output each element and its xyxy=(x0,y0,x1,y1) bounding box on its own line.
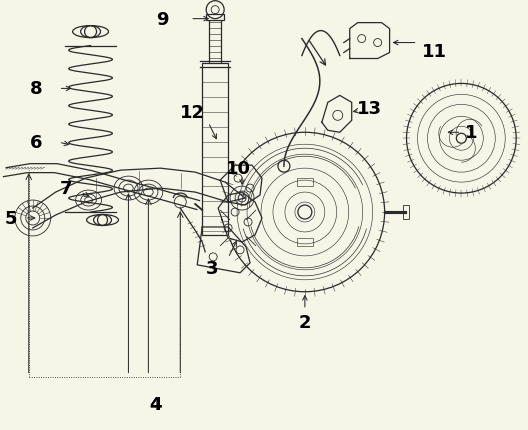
Text: 9: 9 xyxy=(156,11,168,28)
Text: 6: 6 xyxy=(30,134,42,152)
Bar xyxy=(202,64,228,235)
Text: 10: 10 xyxy=(225,160,251,178)
Text: 2: 2 xyxy=(299,313,311,331)
Polygon shape xyxy=(350,24,390,59)
Polygon shape xyxy=(33,169,245,228)
Text: 12: 12 xyxy=(180,104,205,122)
Text: 1: 1 xyxy=(465,124,478,142)
Bar xyxy=(402,206,409,219)
Polygon shape xyxy=(218,193,262,243)
Text: 4: 4 xyxy=(149,396,162,413)
Text: 11: 11 xyxy=(422,43,447,60)
Bar xyxy=(297,179,313,187)
Bar xyxy=(206,15,224,21)
Text: 4: 4 xyxy=(149,396,162,413)
Polygon shape xyxy=(197,227,250,273)
Text: 3: 3 xyxy=(206,259,219,277)
Text: 7: 7 xyxy=(59,180,72,198)
Text: 13: 13 xyxy=(357,100,382,118)
Circle shape xyxy=(225,133,384,292)
Circle shape xyxy=(407,84,516,194)
Polygon shape xyxy=(220,166,262,206)
Text: 8: 8 xyxy=(30,80,42,98)
Text: 5: 5 xyxy=(5,209,17,227)
Bar xyxy=(209,17,221,68)
Bar xyxy=(297,238,313,246)
Polygon shape xyxy=(322,96,352,133)
